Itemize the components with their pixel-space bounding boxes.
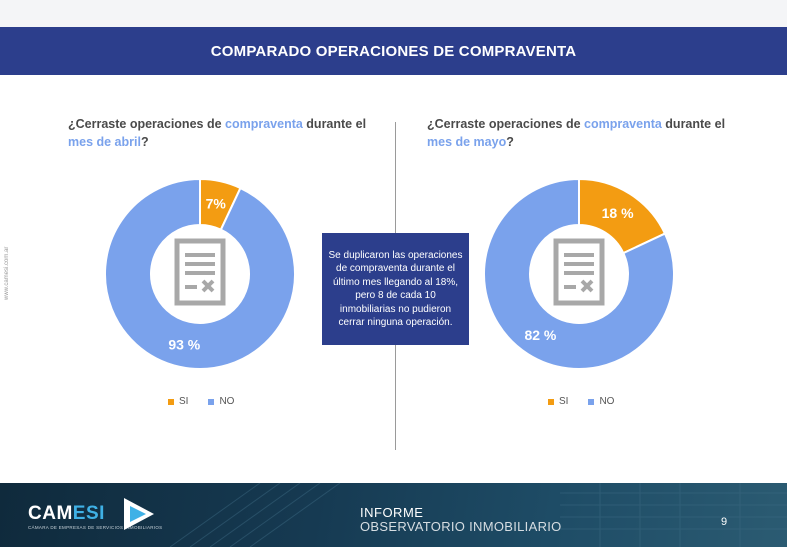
donut-slice-no <box>483 177 675 370</box>
data-label-no: 93 % <box>168 336 200 352</box>
question-may-highlight-2: mes de mayo <box>427 135 507 149</box>
report-title: INFORME <box>360 505 424 520</box>
question-may-highlight-1: compraventa <box>584 117 662 131</box>
question-may-suffix: ? <box>506 135 514 149</box>
data-label-no: 82 % <box>524 327 556 343</box>
question-april: ¿Cerraste operaciones de compraventa dur… <box>68 115 378 151</box>
summary-note: Se duplicaron las operaciones de comprav… <box>322 233 469 345</box>
donut-slice-no <box>104 177 296 370</box>
data-label-si: 7% <box>206 196 227 212</box>
camesi-logo: CAMESI <box>28 503 105 525</box>
legend-label-si: SI <box>179 396 189 407</box>
question-april-suffix: ? <box>140 135 149 149</box>
legend-item-no: NO <box>588 396 614 407</box>
legend-swatch-no <box>588 398 595 405</box>
document-icon <box>553 238 605 306</box>
top-strip <box>0 0 787 27</box>
page-title: COMPARADO OPERACIONES DE COMPRAVENTA <box>0 27 787 75</box>
donut-chart-may: 18 % 82 % <box>483 177 675 370</box>
logo-main: CAM <box>28 503 73 524</box>
question-april-highlight-1: compraventa <box>225 117 303 131</box>
legend-swatch-si <box>548 398 554 405</box>
website-url: www.camesi.com.ar <box>4 246 10 300</box>
logo-mark-icon <box>124 498 154 530</box>
legend-item-si: SI <box>548 396 568 407</box>
page-number: 9 <box>721 516 728 528</box>
question-may-prefix: ¿Cerraste operaciones de <box>427 117 585 131</box>
logo-accent: ESI <box>72 503 105 524</box>
summary-note-text: Se duplicaron las operaciones de comprav… <box>328 249 463 329</box>
document-icon <box>174 238 226 306</box>
logo-tagline: CÁMARA DE EMPRESAS DE SERVICIOS INMOBILI… <box>28 525 163 530</box>
donut-chart-april: 7% 93 % <box>104 177 296 370</box>
legend-may: SI NO <box>548 396 614 407</box>
legend-swatch-no <box>208 398 215 405</box>
question-may-middle: durante el <box>661 117 726 131</box>
question-april-prefix: ¿Cerraste operaciones de <box>68 117 226 131</box>
report-subtitle: OBSERVATORIO INMOBILIARIO <box>360 519 562 534</box>
question-may: ¿Cerraste operaciones de compraventa dur… <box>427 115 737 151</box>
footer-pattern <box>169 483 787 547</box>
legend-label-si: SI <box>559 396 569 407</box>
data-label-si: 18 % <box>602 205 634 221</box>
legend-label-no: NO <box>219 396 235 407</box>
legend-label-no: NO <box>599 396 615 407</box>
legend-april: SI NO <box>168 396 234 407</box>
legend-item-no: NO <box>208 396 234 407</box>
question-april-highlight-2: mes de abril <box>68 135 141 149</box>
question-april-middle: durante el <box>302 117 367 131</box>
legend-item-si: SI <box>168 396 188 407</box>
legend-swatch-si <box>168 398 174 405</box>
